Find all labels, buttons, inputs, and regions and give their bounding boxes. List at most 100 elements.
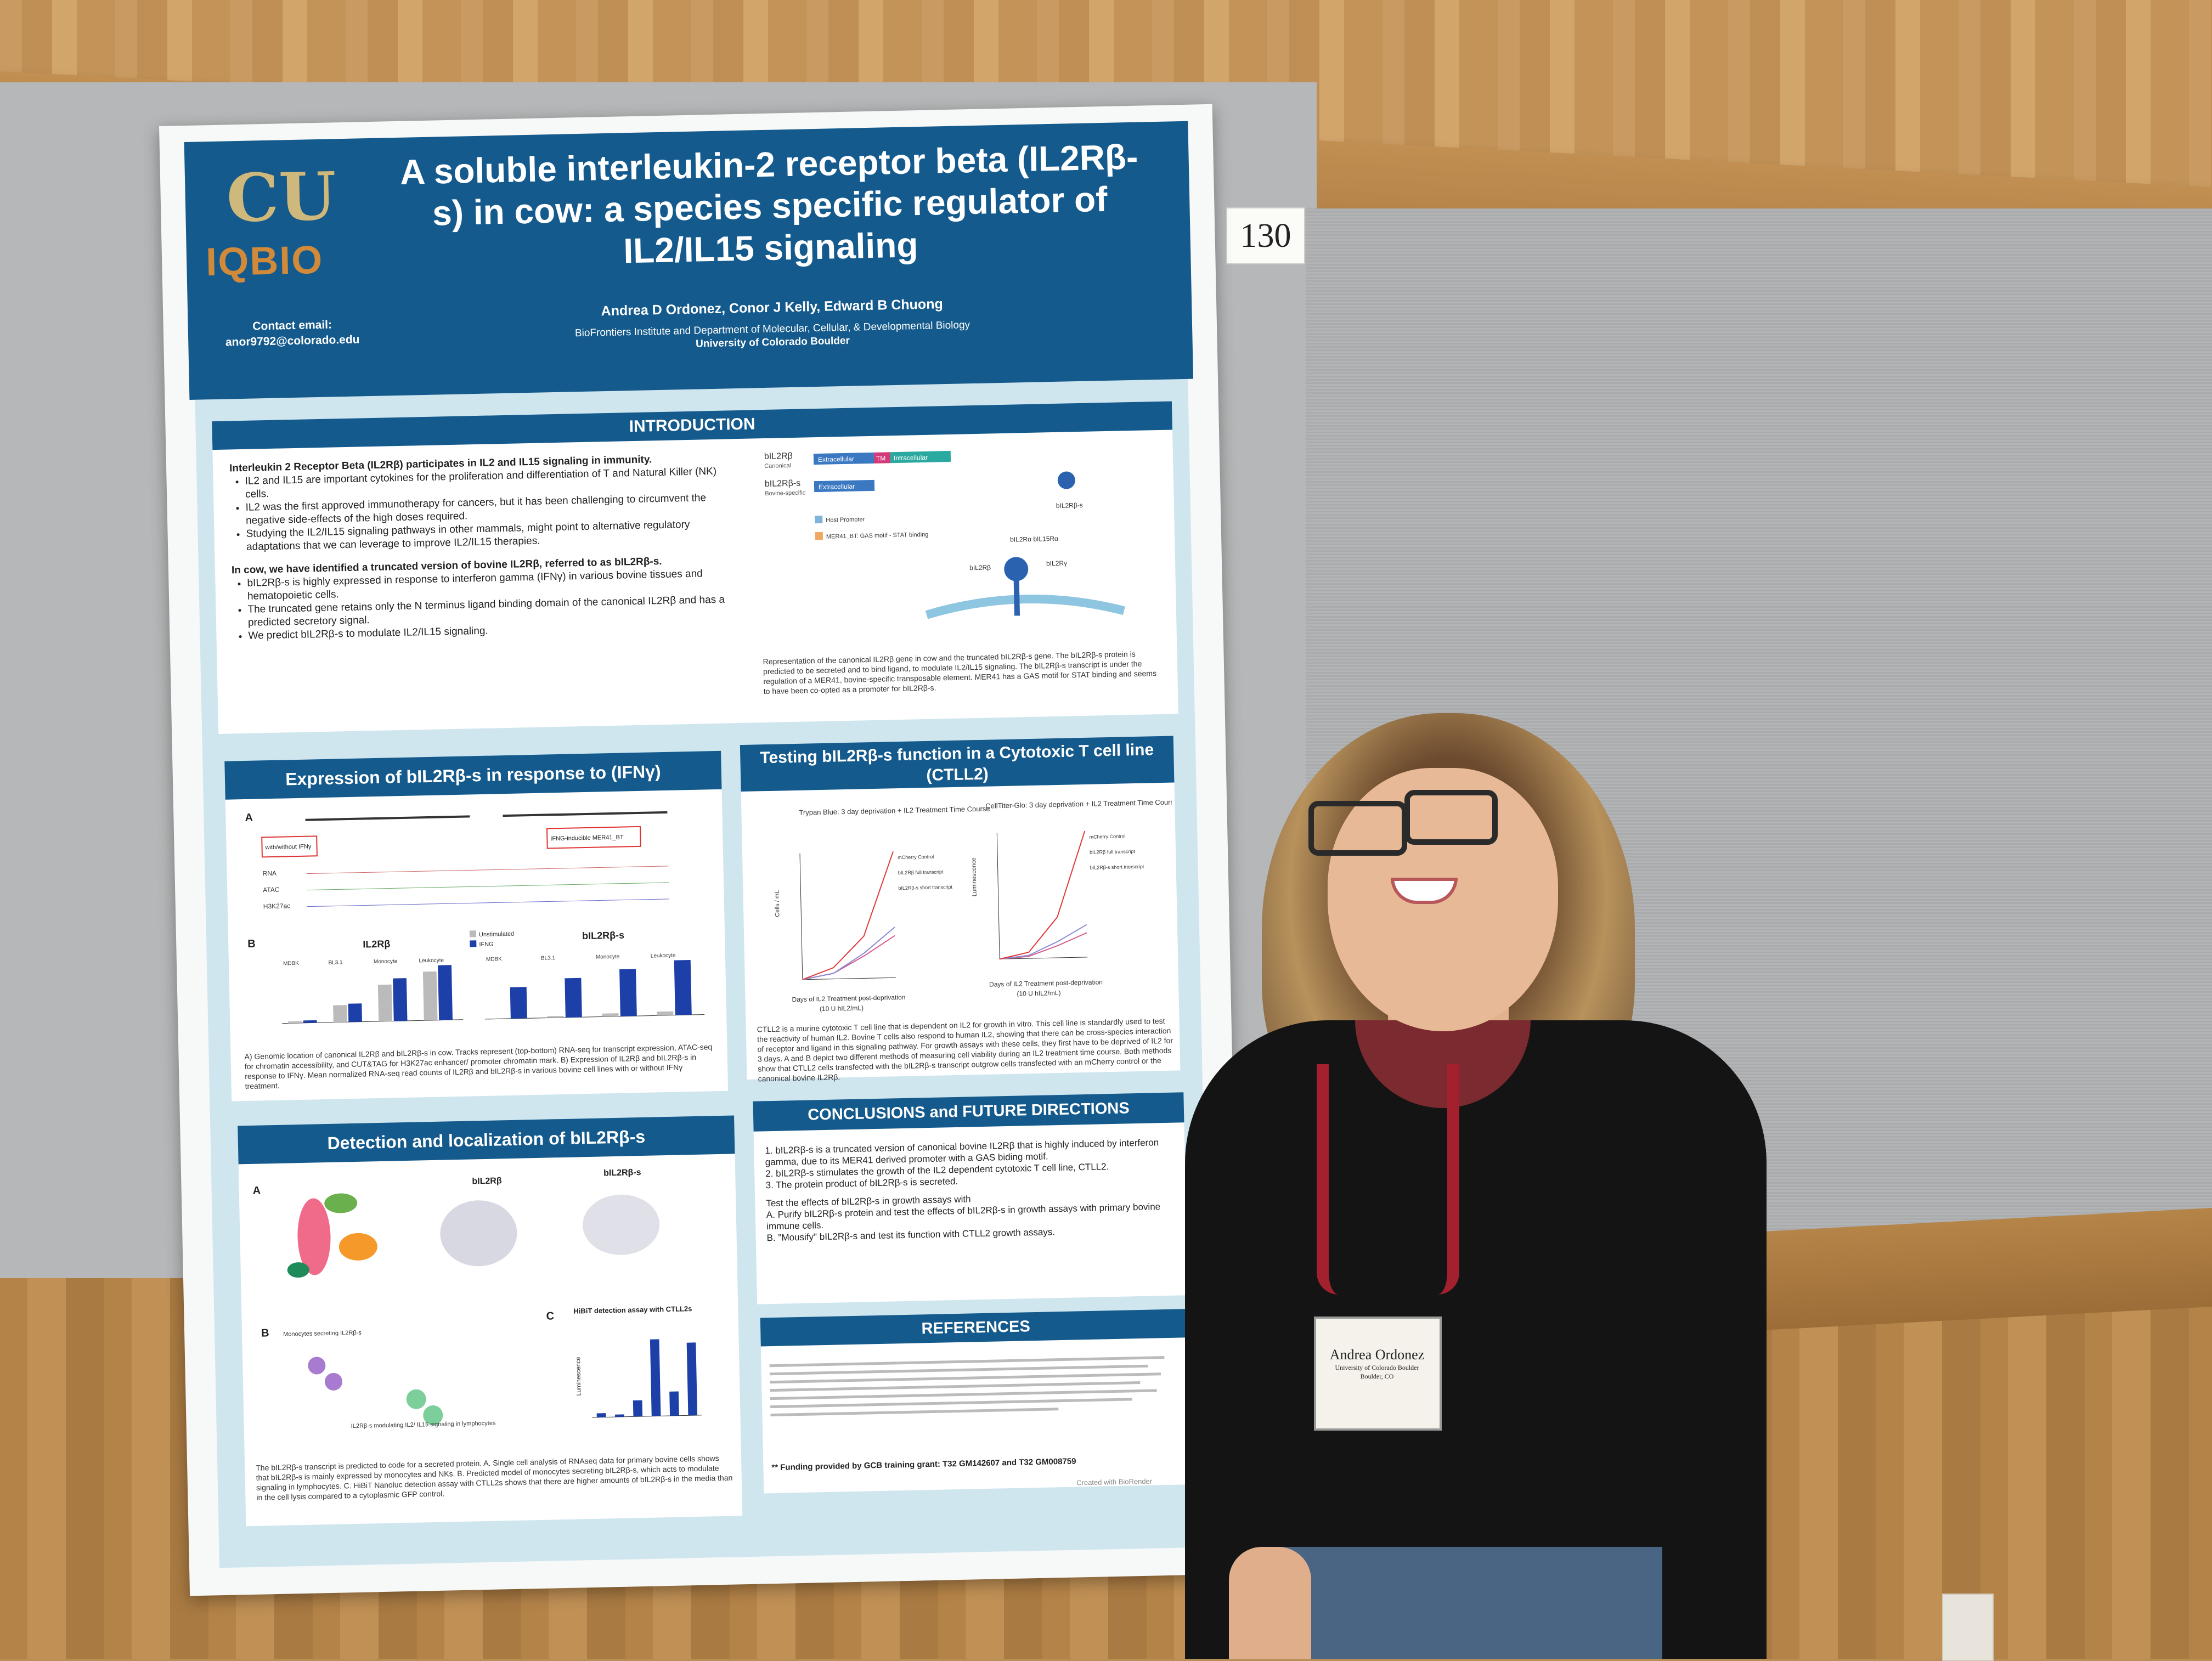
bar [686,1342,698,1416]
bar [547,1016,564,1018]
umap-title: bIL2Rβ [472,1176,502,1186]
panel-label: A [252,1185,261,1197]
domain-label: Intracellular [894,454,928,462]
research-poster: CU IQBIO Contact email: anor9792@colorad… [159,104,1243,1596]
highlight-label: IFNG-inducible MER41_BT [550,834,624,843]
domain-label: TM [876,454,886,462]
bar [674,960,692,1015]
contact-block: Contact email: anor9792@colorado.edu [201,317,383,351]
badge-text: Andrea Ordonez University of Colorado Bo… [1322,1347,1432,1381]
domain-label: Extracellular [818,455,854,464]
y-axis-label: Luminescence [575,1357,582,1396]
intro-bullets: IL2 and IL15 are important cytokines for… [229,465,736,554]
chart-il2rb: MDBK BL3.1 Monocyte Leukocyte [282,957,464,1024]
biorender-credit: Created with BioRender [1076,1477,1153,1487]
legend-label: mCherry Control [1089,833,1125,839]
monocyte-cell [325,1372,343,1391]
chart-celltiter-glo: mCherry Control bIL2Rβ full transcript bIL… [970,830,1144,960]
series-line [999,830,1086,960]
poster-title: A soluble interleukin-2 receptor beta (I… [399,137,1138,271]
legend-swatch [469,930,477,937]
legend-label: mCherry Control [898,854,934,860]
wall-outlet [1942,1594,1994,1661]
category-label: BL3.1 [328,959,343,966]
bar [377,984,393,1021]
legend-label: Unstimulated [479,931,514,938]
expression-figure: A with/without IFNγ IFNG-inducible MER41… [245,811,705,1024]
umap-cloud [583,1194,660,1255]
gene-label: bIL2Rβ [764,451,793,461]
model-label: Monocytes secreting IL2Rβ-s [283,1330,362,1338]
umap-cluster [338,1233,377,1261]
signal-track [307,899,669,907]
category-label: Leukocyte [419,957,444,964]
domain-tm [873,452,891,464]
bar [348,1003,363,1022]
name-badge [1314,1317,1442,1431]
chart-title: IL2Rβ [363,939,390,950]
track-label: H3K27ac [263,902,291,910]
signal-track [306,866,669,874]
series-line [802,926,895,980]
y-axis-label: Luminescence [970,857,978,896]
lymphocyte-cell [423,1405,443,1426]
board-number: 130 [1226,207,1305,264]
cu-logo: CU [225,157,337,238]
umap-cloud [440,1200,517,1267]
references-text [769,1350,1182,1422]
intro-text: Interleukin 2 Receptor Beta (IL2Rβ) part… [229,451,738,643]
domain-extracellular [813,452,874,465]
badge-org: University of Colorado Boulder [1335,1364,1419,1371]
legend-swatch [470,940,477,947]
bar [619,969,637,1016]
gene-track [305,815,470,821]
receptor-stalk [1013,577,1020,616]
monocyte-cell [308,1357,326,1375]
chart-title: HiBiT detection assay with CTLL2s [573,1304,692,1315]
track-label: ATAC [263,886,280,894]
legend-label: IFNG [479,941,494,948]
cell-membrane [925,595,1125,619]
x-axis [802,977,896,980]
model-label: IL2Rβ-s modulating IL2/ IL15 signaling i… [351,1420,496,1430]
bar [422,971,438,1021]
umap-title: bIL2Rβ-s [603,1168,641,1178]
track-label: RNA [262,869,276,878]
x-axis-unit: (10 U hIL2/mL) [820,1004,864,1013]
presenter-jeans [1278,1547,1662,1659]
lanyard [1317,1064,1459,1295]
signal-track [307,882,669,891]
chart-title: CellTiter-Glo: 3 day deprivation + IL2 T… [985,798,1176,810]
highlight-label: with/without IFNγ [264,843,311,851]
intro-bullets-2: bIL2Rβ-s is highly expressed in response… [232,567,737,643]
x-axis-label: Days of IL2 Treatment post-deprivation [792,993,905,1003]
umap-cluster [324,1193,358,1213]
soluble-receptor-label: bIL2Rβ-s [1056,501,1083,510]
bar [303,1020,317,1023]
panel-label: B [247,938,256,950]
badge-location: Boulder, CO [1360,1372,1394,1380]
y-axis-label: Cells / mL [774,890,781,917]
category-label: MDBK [283,961,299,967]
intro-caption: Representation of the canonical IL2Rβ ge… [763,649,1157,696]
category-label: MDBK [486,956,502,963]
chart-hibit: Luminescence [575,1339,702,1418]
receptor-label: bIL2Rγ [1046,560,1067,568]
category-label: Monocyte [596,954,620,961]
iqbio-logo: IQBIO [205,238,324,285]
bar [633,1400,643,1417]
chart-trypan-blue: mCherry Control bIL2Rβ full transcript bIL… [774,851,953,980]
x-axis-label: Days of IL2 Treatment post-deprivation [989,978,1103,988]
legend-label: Host Promoter [826,516,865,523]
legend-swatch [815,532,823,540]
x-axis [592,1415,702,1418]
legend-label: bIL2Rβ-s short transcript [898,884,952,891]
panel-label: A [245,812,253,824]
bar [650,1339,661,1416]
x-axis-unit: (10 U hIL2/mL) [1017,989,1060,998]
bar [596,1413,606,1417]
category-label: Monocyte [374,958,398,965]
legend-swatch [815,515,823,524]
receptor-label: bIL2Rα bIL15Rα [1010,535,1058,544]
legend-label: bIL2Rβ full transcript [1090,849,1135,855]
